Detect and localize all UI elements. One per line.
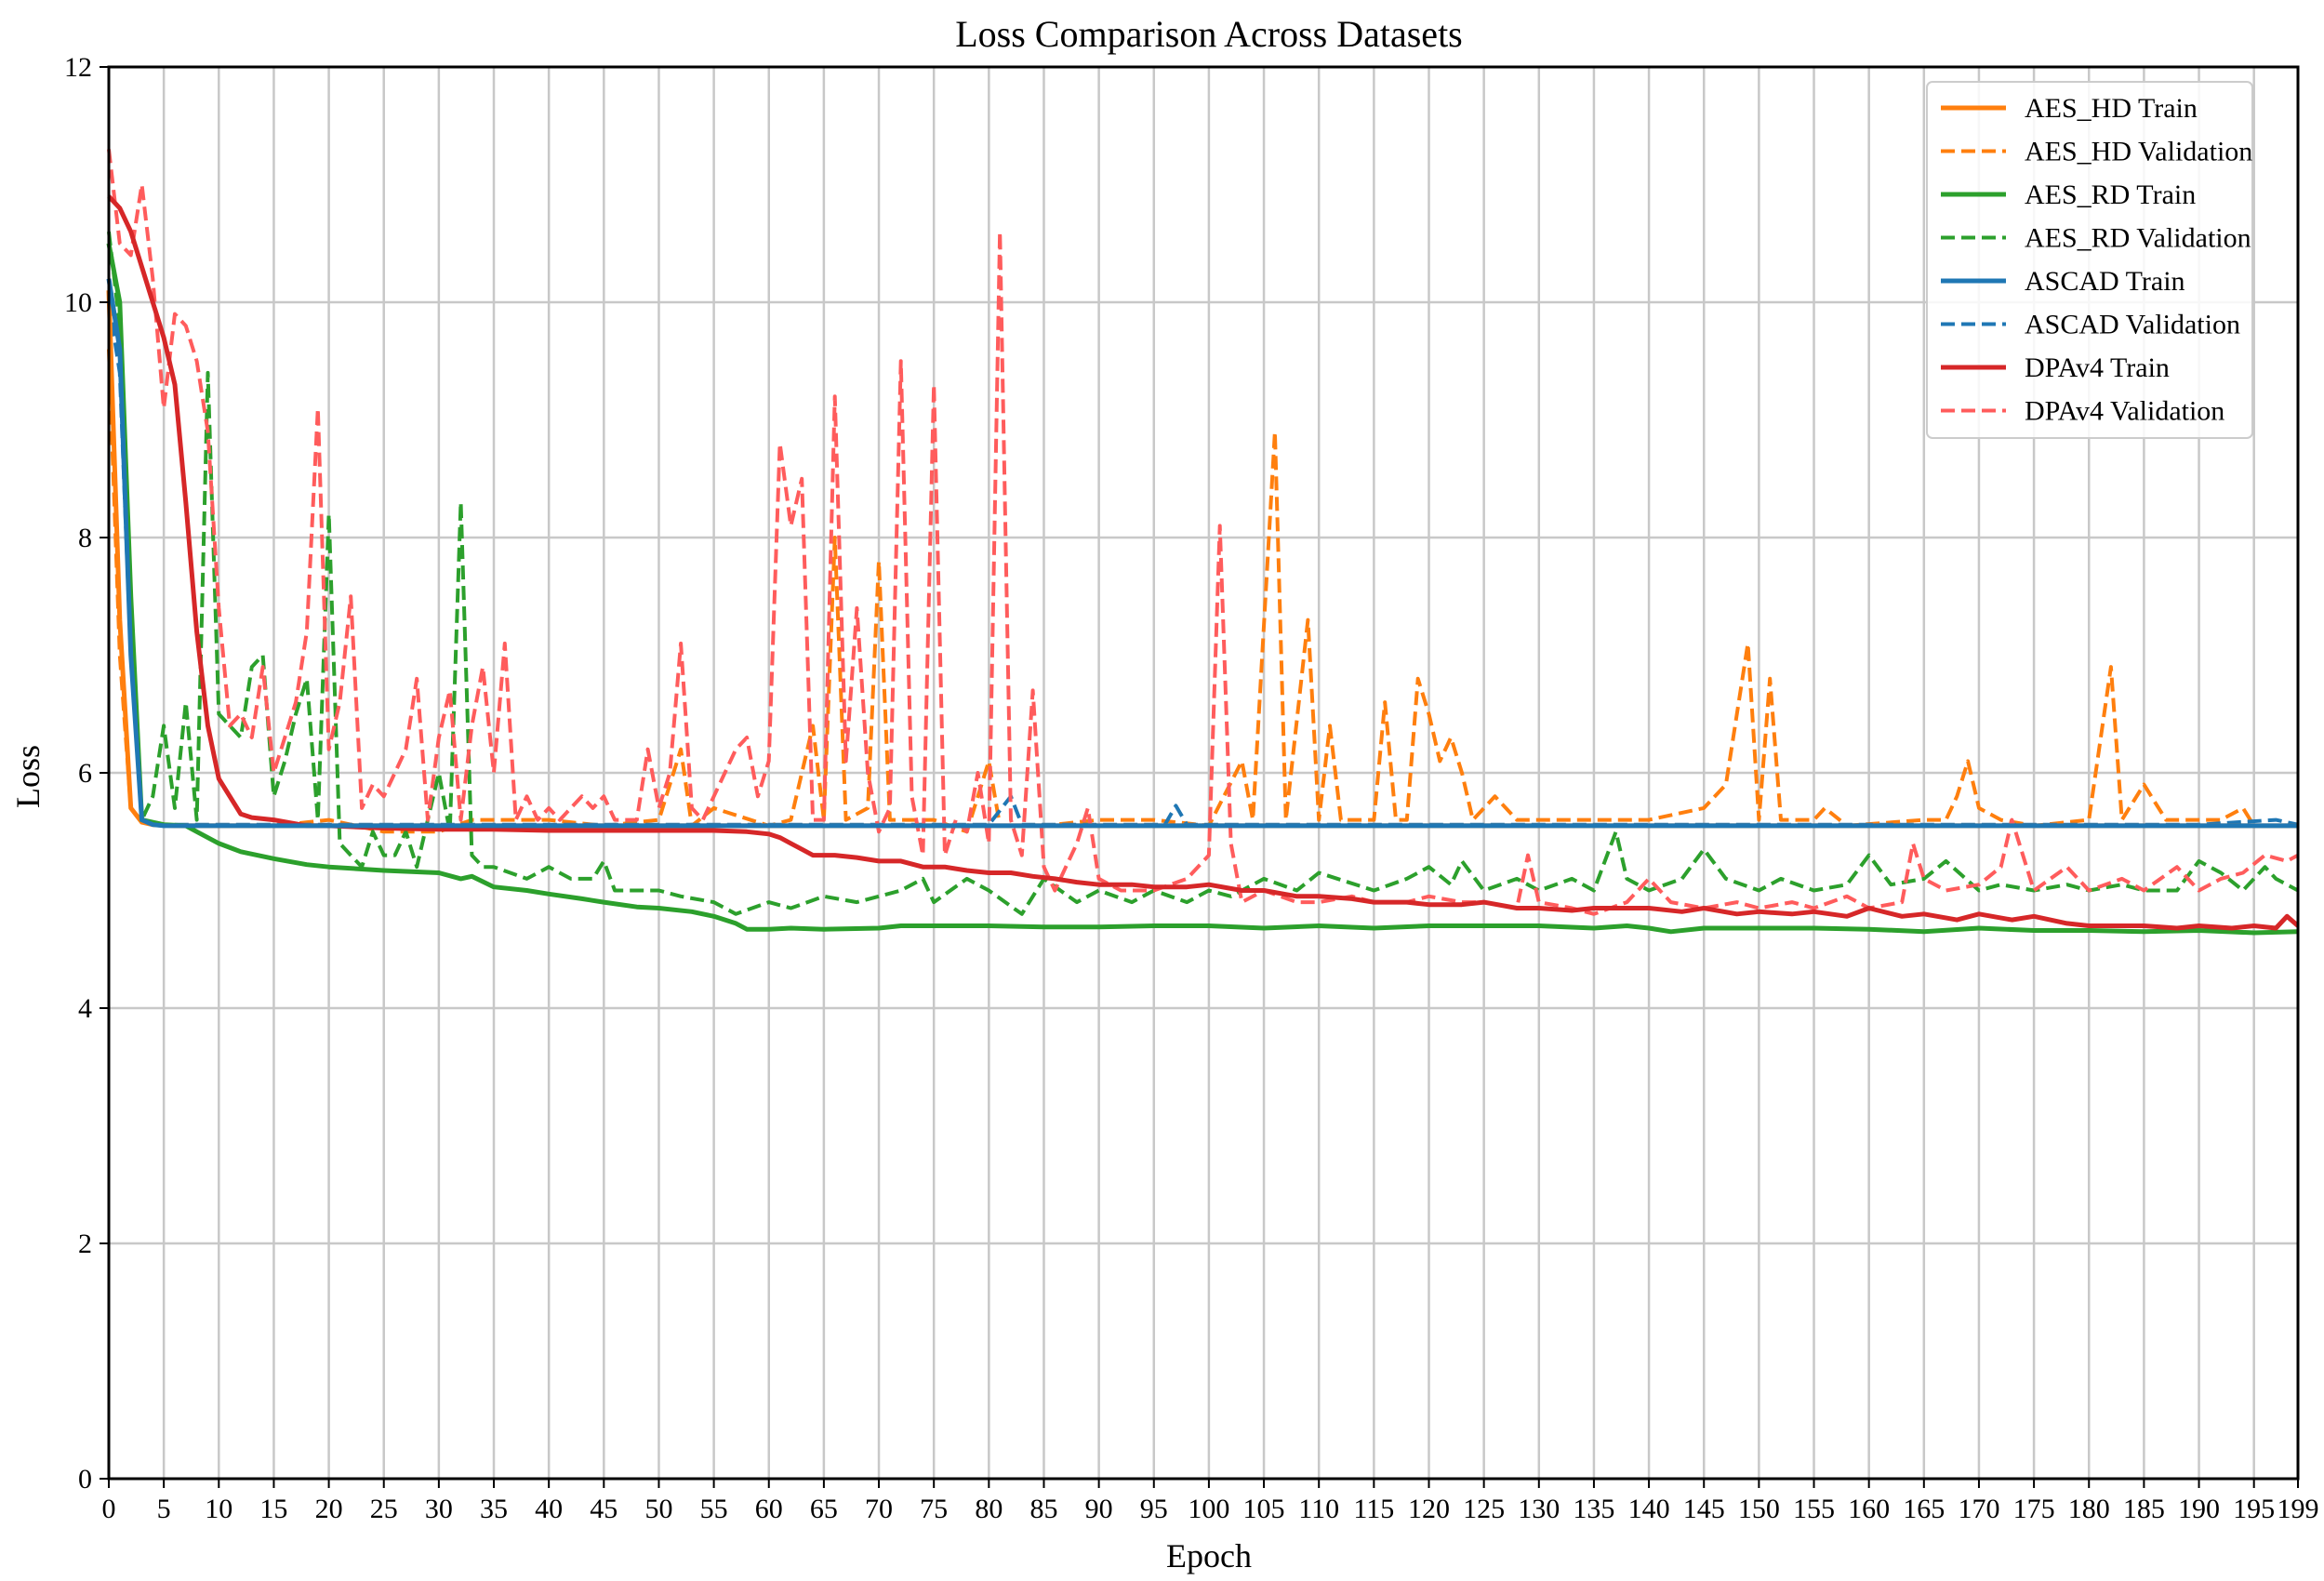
y-tick-label: 2 [78, 1229, 92, 1259]
x-tick-label: 25 [370, 1494, 398, 1524]
legend-label: ASCAD Train [2025, 266, 2185, 297]
x-tick-label: 40 [535, 1494, 563, 1524]
x-tick-label: 185 [2123, 1494, 2165, 1524]
legend-label: DPAv4 Train [2025, 352, 2170, 383]
x-tick-label: 30 [425, 1494, 453, 1524]
x-tick-label: 90 [1085, 1494, 1113, 1524]
series-line [107, 231, 2299, 916]
x-tick-label: 10 [205, 1494, 232, 1524]
grid [107, 67, 2300, 1479]
y-tick-label: 10 [64, 287, 92, 318]
x-tick-label: 85 [1029, 1494, 1057, 1524]
x-tick-label: 60 [755, 1494, 783, 1524]
x-tick-label: 35 [480, 1494, 508, 1524]
x-tick-label: 160 [1848, 1494, 1890, 1524]
series-line [106, 278, 2298, 829]
legend-label: AES_HD Validation [2025, 137, 2252, 167]
legend-label: ASCAD Validation [2025, 310, 2240, 340]
series-layer [106, 149, 2300, 936]
x-tick-label: 70 [865, 1494, 893, 1524]
legend-label: AES_RD Train [2025, 179, 2196, 210]
x-tick-label: 45 [590, 1494, 618, 1524]
x-tick-label: 115 [1353, 1494, 1394, 1524]
x-tick-label: 20 [315, 1494, 343, 1524]
y-axis-label: Loss [9, 745, 46, 808]
y-tick-label: 4 [78, 993, 92, 1024]
legend-box [1926, 81, 2253, 439]
legend: AES_HD Train AES_HD Validation AES_RD Trai… [1926, 81, 2253, 439]
x-tick-label: 0 [102, 1494, 116, 1524]
y-tick-label: 12 [64, 52, 92, 83]
x-axis: 0 5 10 15 20 25 30 35 40 45 50 55 60 65 70 75 80 85 90 95 10… [102, 1479, 2319, 1524]
x-tick-label: 180 [2068, 1494, 2110, 1524]
x-axis-label: Epoch [1166, 1537, 1252, 1574]
x-tick-label: 190 [2178, 1494, 2220, 1524]
legend-label: AES_RD Validation [2025, 223, 2251, 254]
x-tick-label: 55 [700, 1494, 728, 1524]
x-tick-label: 145 [1683, 1494, 1725, 1524]
x-tick-label: 5 [157, 1494, 171, 1524]
y-tick-label: 8 [78, 523, 92, 553]
x-tick-label: 95 [1140, 1494, 1168, 1524]
x-tick-label: 140 [1628, 1494, 1670, 1524]
legend-label: DPAv4 Validation [2025, 396, 2224, 427]
x-tick-label: 130 [1518, 1494, 1560, 1524]
series-line [107, 194, 2300, 931]
x-tick-label: 50 [644, 1494, 672, 1524]
x-tick-label: 195 [2233, 1494, 2275, 1524]
x-tick-label: 65 [810, 1494, 838, 1524]
y-axis: 0 2 4 6 8 10 12 [64, 52, 109, 1495]
series-line [107, 349, 2298, 834]
x-tick-label: 199 [2278, 1494, 2319, 1524]
y-tick-label: 6 [78, 758, 92, 789]
x-tick-label: 110 [1298, 1494, 1339, 1524]
x-tick-label: 80 [975, 1494, 1003, 1524]
chart-title: Loss Comparison Across Datasets [955, 13, 1463, 55]
x-tick-label: 105 [1243, 1494, 1285, 1524]
x-tick-label: 100 [1188, 1494, 1229, 1524]
x-tick-label: 150 [1738, 1494, 1780, 1524]
x-tick-label: 165 [1903, 1494, 1945, 1524]
legend-label: AES_HD Train [2025, 93, 2198, 124]
series-line [106, 243, 2299, 936]
x-tick-label: 175 [2013, 1494, 2055, 1524]
x-tick-label: 75 [920, 1494, 948, 1524]
x-tick-label: 15 [259, 1494, 287, 1524]
y-tick-label: 0 [78, 1464, 92, 1495]
series-line [107, 149, 2299, 916]
x-tick-label: 155 [1793, 1494, 1835, 1524]
x-tick-label: 120 [1408, 1494, 1450, 1524]
x-tick-label: 125 [1463, 1494, 1505, 1524]
x-tick-label: 170 [1958, 1494, 1999, 1524]
x-tick-label: 135 [1573, 1494, 1614, 1524]
